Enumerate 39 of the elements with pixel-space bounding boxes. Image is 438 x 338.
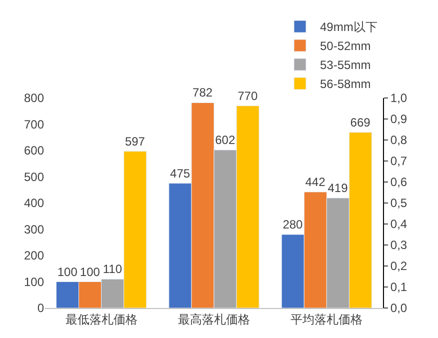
data-label: 602 [215,132,236,147]
data-label: 782 [192,86,213,100]
y-tick-label: 600 [24,144,44,158]
y-tick-label: 400 [24,196,44,210]
y2-tick-label: 0,1 [390,280,408,294]
legend-label: 50-52mm [320,39,371,54]
data-label: 597 [124,134,146,148]
x-tick-label: 最低落札価格 [65,312,138,326]
y-tick-label: 300 [24,222,44,236]
y2-tick-label: 0,2 [390,259,408,274]
y2-tick-label: 1,0 [390,91,408,106]
legend-label: 56-58mm [320,77,371,92]
data-label: 442 [305,174,326,189]
data-label: 419 [328,181,348,196]
x-tick-label: 平均落札価格 [290,312,363,326]
y2-tick-label: 0,6 [390,175,408,190]
data-label: 100 [57,264,78,279]
data-label: 669 [350,115,371,130]
legend-label: 53-55mm [320,58,371,72]
x-tick-label: 最高落札価格 [178,312,250,326]
y2-tick-label: 0,7 [390,154,408,168]
y-tick-label: 0 [37,301,44,316]
data-label: 280 [282,218,304,232]
y-tick-label: 100 [24,274,44,289]
y2-tick-label: 0,4 [390,217,408,232]
data-label: 110 [102,262,122,276]
y2-tick-label: 0,5 [390,196,408,210]
y-tick-label: 200 [24,248,44,263]
y2-tick-label: 0,9 [390,112,408,126]
y-tick-label: 500 [24,170,44,184]
y2-tick-label: 0,0 [390,301,408,316]
y-tick-label: 800 [24,91,44,106]
data-label: 100 [80,264,100,279]
data-label: 475 [170,166,190,180]
y2-tick-label: 0,8 [390,133,408,148]
y2-tick-label: 0,3 [390,238,408,252]
y-tick-label: 700 [24,117,44,132]
legend-label: 49mm以下 [320,20,378,34]
data-label: 770 [238,88,258,103]
